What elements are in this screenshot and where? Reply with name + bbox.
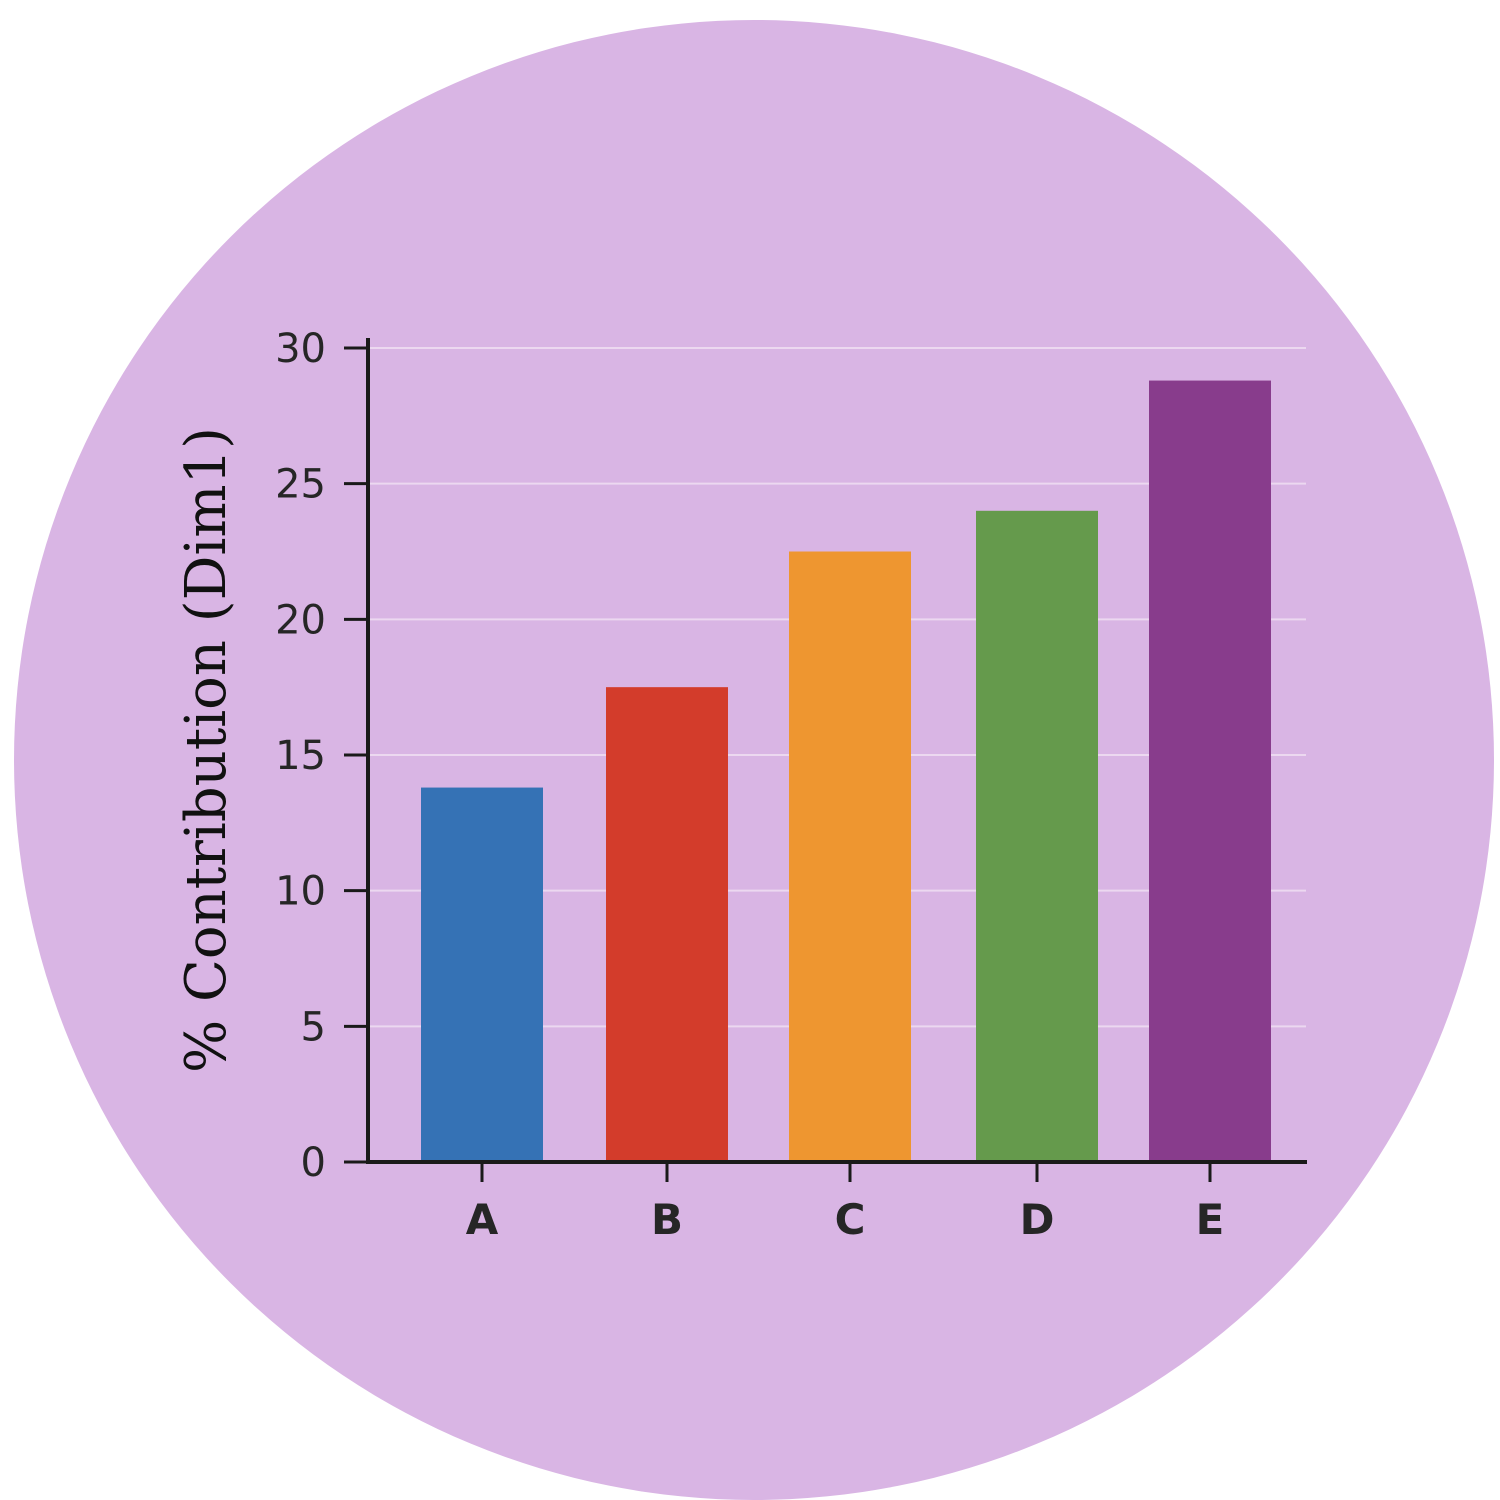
y-tick-label: 20 bbox=[275, 597, 326, 643]
y-tick-label: 5 bbox=[301, 1004, 326, 1050]
bars bbox=[421, 380, 1271, 1162]
y-tick-label: 0 bbox=[301, 1140, 326, 1186]
bar-B bbox=[606, 687, 728, 1162]
x-tick-label: D bbox=[1020, 1195, 1055, 1244]
background-circle bbox=[14, 20, 1494, 1500]
x-ticks: A B C D E bbox=[466, 1162, 1225, 1244]
y-axis-label: % Contribution (Dim1) bbox=[174, 427, 239, 1073]
y-tick-label: 25 bbox=[275, 462, 326, 508]
bar-D bbox=[976, 510, 1098, 1162]
bar-E bbox=[1149, 380, 1271, 1162]
y-tick-label: 30 bbox=[275, 326, 326, 372]
y-ticks: 0 5 10 15 20 25 30 bbox=[275, 326, 368, 1186]
x-tick-label: E bbox=[1196, 1195, 1225, 1244]
x-tick-label: A bbox=[466, 1195, 499, 1244]
y-tick-label: 15 bbox=[275, 733, 326, 779]
bar-A bbox=[421, 787, 543, 1162]
y-tick-label: 10 bbox=[275, 869, 326, 915]
bar-C bbox=[789, 551, 911, 1162]
x-tick-label: B bbox=[651, 1195, 683, 1244]
x-tick-label: C bbox=[835, 1195, 866, 1244]
